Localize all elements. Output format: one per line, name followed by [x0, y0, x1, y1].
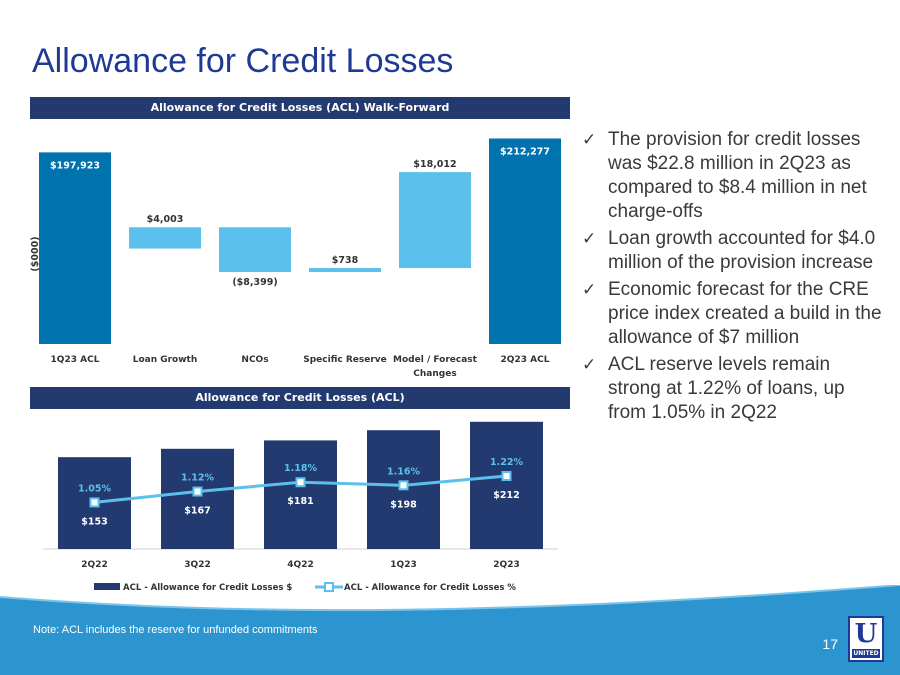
- bar-value-label: $198: [390, 499, 417, 510]
- page-number: 17: [822, 636, 838, 652]
- bar-value-label: $167: [184, 506, 210, 517]
- category-label: 4Q22: [287, 560, 313, 570]
- waterfall-bar: [219, 227, 291, 272]
- acl-bar: [264, 440, 337, 549]
- waterfall-bar: [129, 227, 201, 249]
- page-title: Allowance for Credit Losses: [32, 42, 454, 80]
- category-label: NCOs: [241, 355, 268, 365]
- bullet-item: ✓ Economic forecast for the CRE price ind…: [582, 279, 882, 348]
- acl-bar: [470, 421, 543, 549]
- checkmark-icon: ✓: [582, 130, 597, 150]
- data-label: $212,277: [500, 146, 550, 157]
- line-marker: [89, 497, 100, 508]
- walkforward-chart-title: Allowance for Credit Losses (ACL) Walk-F…: [30, 97, 570, 119]
- category-label: 2Q23: [493, 560, 519, 570]
- logo-word: UNITED: [852, 649, 880, 658]
- category-label: Loan Growth: [133, 355, 198, 365]
- line-marker: [295, 477, 306, 488]
- data-label: ($8,399): [232, 277, 277, 288]
- line-value-label: 1.05%: [78, 483, 111, 494]
- bar-value-label: $212: [493, 490, 519, 501]
- legend-line-marker: [324, 582, 334, 592]
- category-label: 2Q23 ACL: [501, 355, 550, 365]
- waterfall-bar: [399, 172, 471, 269]
- legend-bar-swatch: [94, 583, 120, 590]
- acl-bar: [161, 448, 234, 549]
- checkmark-icon: ✓: [582, 355, 597, 375]
- category-label: Model / Forecast: [393, 355, 478, 365]
- line-value-label: 1.12%: [181, 473, 214, 484]
- category-label: 1Q23: [390, 560, 416, 570]
- line-value-label: 1.16%: [387, 466, 420, 477]
- data-label: $4,003: [147, 214, 184, 225]
- y-axis-label: ($000): [30, 236, 41, 271]
- legend-label: ACL - Allowance for Credit Losses $: [123, 583, 292, 593]
- bullet-item: ✓ ACL reserve levels remain strong at 1.2…: [582, 354, 845, 423]
- logo-letter: U: [854, 619, 878, 649]
- category-label: 3Q22: [184, 560, 210, 570]
- checkmark-icon: ✓: [582, 280, 597, 300]
- acl-chart-title: Allowance for Credit Losses (ACL): [30, 387, 570, 409]
- line-value-label: 1.22%: [490, 457, 523, 468]
- line-marker: [398, 480, 409, 491]
- waterfall-bar: [39, 152, 111, 344]
- line-value-label: 1.18%: [284, 463, 317, 474]
- acl-chart: $153 1.05% 2Q22 $167 1.12% 3Q22 $181 1.18% 4Q22 $…: [43, 421, 558, 593]
- data-label: $738: [332, 255, 359, 266]
- line-marker: [501, 471, 512, 482]
- bar-value-label: $153: [81, 516, 107, 527]
- checkmark-icon: ✓: [582, 229, 597, 249]
- bar-value-label: $181: [287, 496, 313, 507]
- waterfall-bar: [489, 138, 561, 344]
- footnote: Note: ACL includes the reserve for unfun…: [33, 624, 318, 636]
- data-label: $197,923: [50, 160, 100, 171]
- line-marker: [192, 486, 203, 497]
- bullet-item: ✓ The provision for credit losses was $22…: [582, 129, 867, 222]
- united-bank-logo: U UNITED: [848, 616, 884, 662]
- walkforward-chart: $197,923 1Q23 ACL $4,003 Loan Growth ($8,399…: [30, 138, 561, 379]
- legend-label: ACL - Allowance for Credit Losses %: [344, 583, 516, 593]
- category-label: Specific Reserve: [303, 355, 387, 365]
- footer-wave: [0, 585, 900, 675]
- category-label: 2Q22: [81, 560, 107, 570]
- category-label: Changes: [413, 369, 456, 379]
- waterfall-bar: [309, 268, 381, 272]
- bullet-item: ✓ Loan growth accounted for $4.0 million …: [582, 228, 876, 273]
- data-label: $18,012: [413, 159, 456, 170]
- category-label: 1Q23 ACL: [51, 355, 100, 365]
- bullet-list: ✓ The provision for credit losses was $22…: [582, 128, 882, 428]
